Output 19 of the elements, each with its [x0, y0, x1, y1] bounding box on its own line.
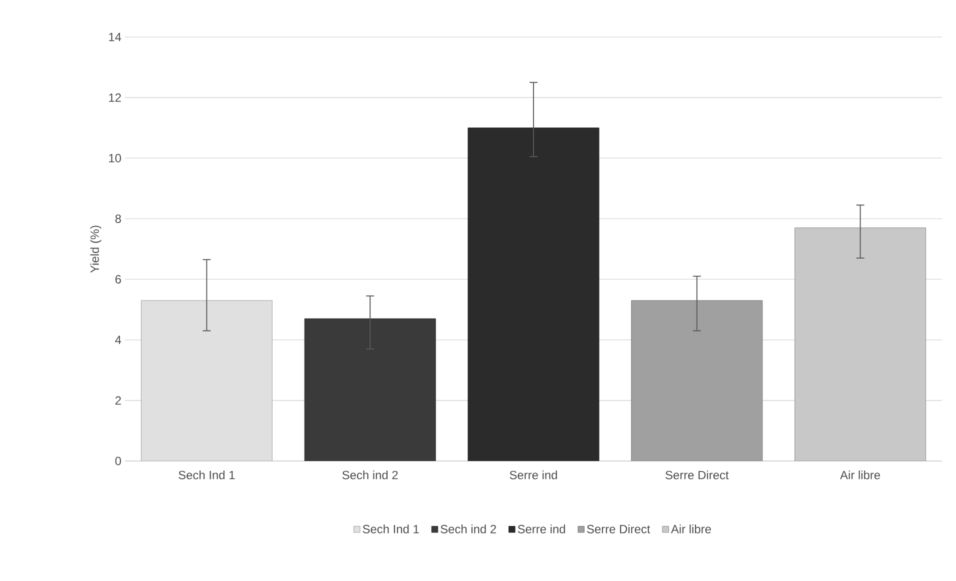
x-tick-label: Air libre — [840, 470, 880, 480]
legend-label: Sech ind 2 — [440, 524, 496, 534]
legend-label: Sech Ind 1 — [362, 524, 419, 534]
y-tick-label: 2 — [115, 396, 121, 405]
x-tick-label: Serre Direct — [666, 470, 729, 480]
y-tick-label: 10 — [109, 154, 122, 162]
x-tick-label: Sech Ind 1 — [178, 470, 235, 480]
y-tick-label: 12 — [109, 93, 121, 102]
x-tick-label: Sech ind 2 — [342, 470, 398, 480]
legend-label: Air libre — [670, 524, 711, 534]
y-tick-label: 6 — [115, 275, 121, 284]
y-tick-label: 4 — [115, 336, 122, 344]
y-tick-label: 14 — [109, 32, 122, 42]
x-tick-label: Serre ind — [510, 470, 557, 480]
legend-label: Serre ind — [518, 524, 566, 534]
y-axis-title: Yield (%) — [90, 226, 102, 273]
y-tick-label: 0 — [115, 456, 122, 466]
y-tick-label: 8 — [115, 214, 121, 223]
legend-label: Serre Direct — [587, 524, 650, 534]
